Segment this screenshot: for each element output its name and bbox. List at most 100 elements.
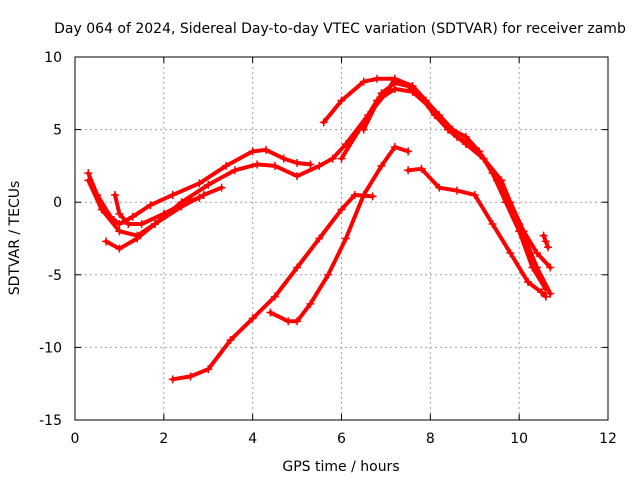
data-point bbox=[506, 198, 515, 207]
data-point bbox=[430, 111, 439, 120]
data-point bbox=[532, 249, 541, 258]
series-line bbox=[406, 166, 548, 299]
data-point bbox=[253, 160, 262, 169]
data-point bbox=[390, 143, 399, 152]
data-point bbox=[319, 118, 328, 127]
data-point bbox=[337, 154, 346, 163]
y-tick-label: -15 bbox=[39, 413, 62, 429]
y-tick-label: 5 bbox=[53, 123, 62, 139]
data-point bbox=[279, 154, 288, 163]
series-arc-3 bbox=[102, 183, 226, 253]
data-point bbox=[488, 219, 497, 228]
data-point bbox=[404, 166, 413, 175]
series-line bbox=[268, 145, 411, 324]
data-point bbox=[195, 193, 204, 202]
grid-lines bbox=[75, 57, 608, 420]
series-arc-8 bbox=[168, 190, 377, 384]
y-axis-label: SDTVAR / TECUs bbox=[7, 181, 23, 296]
data-point bbox=[97, 205, 106, 214]
data-point bbox=[306, 299, 315, 308]
data-point bbox=[124, 219, 133, 228]
data-point bbox=[146, 201, 155, 210]
x-tick-label: 6 bbox=[337, 431, 346, 447]
data-point bbox=[417, 164, 426, 173]
data-point bbox=[226, 336, 235, 345]
y-tick-label: -5 bbox=[48, 268, 62, 284]
data-point bbox=[544, 243, 553, 252]
series-layer bbox=[84, 74, 555, 384]
data-point bbox=[248, 147, 257, 156]
data-point bbox=[128, 212, 137, 221]
data-point bbox=[417, 93, 426, 102]
data-point bbox=[182, 198, 191, 207]
data-point bbox=[390, 79, 399, 88]
data-point bbox=[84, 169, 93, 178]
data-point bbox=[539, 231, 548, 240]
x-tick-label: 12 bbox=[599, 431, 617, 447]
data-point bbox=[293, 317, 302, 326]
data-point bbox=[452, 132, 461, 141]
data-point bbox=[479, 154, 488, 163]
data-point bbox=[195, 179, 204, 188]
data-point bbox=[541, 237, 550, 246]
data-point bbox=[306, 160, 315, 169]
data-point bbox=[537, 288, 546, 297]
x-tick-label: 2 bbox=[159, 431, 168, 447]
data-point bbox=[84, 176, 93, 185]
data-point bbox=[133, 234, 142, 243]
y-tick-label: 10 bbox=[44, 50, 62, 66]
data-point bbox=[315, 234, 324, 243]
data-point bbox=[444, 125, 453, 134]
data-point bbox=[359, 77, 368, 86]
data-point bbox=[293, 172, 302, 181]
data-point bbox=[546, 289, 555, 298]
data-point bbox=[546, 263, 555, 272]
data-point bbox=[373, 74, 382, 83]
data-point bbox=[150, 219, 159, 228]
data-point bbox=[328, 154, 337, 163]
data-point bbox=[492, 176, 501, 185]
data-point bbox=[519, 227, 528, 236]
data-point bbox=[359, 125, 368, 134]
data-point bbox=[168, 190, 177, 199]
data-point bbox=[377, 89, 386, 98]
x-tick-label: 0 bbox=[71, 431, 80, 447]
data-point bbox=[204, 180, 213, 189]
data-point bbox=[230, 166, 239, 175]
data-point bbox=[368, 192, 377, 201]
data-point bbox=[115, 219, 124, 228]
data-point bbox=[377, 161, 386, 170]
series-arc-7 bbox=[359, 79, 555, 272]
series-line bbox=[321, 76, 548, 292]
series-arc-9 bbox=[266, 143, 413, 326]
data-point bbox=[284, 317, 293, 326]
data-point bbox=[137, 219, 146, 228]
data-point bbox=[324, 270, 333, 279]
data-point bbox=[315, 161, 324, 170]
data-point bbox=[470, 190, 479, 199]
data-point bbox=[404, 82, 413, 91]
data-point bbox=[115, 244, 124, 253]
data-point bbox=[115, 209, 124, 218]
data-point bbox=[168, 375, 177, 384]
series-arc-4 bbox=[110, 190, 204, 228]
ticks: 0 2 4 6 8 10 12 -15 -10 -5 0 5 10 bbox=[39, 50, 617, 447]
x-tick-label: 10 bbox=[510, 431, 528, 447]
chart-title: Day 064 of 2024, Sidereal Day-to-day VTE… bbox=[54, 21, 626, 37]
data-point bbox=[270, 161, 279, 170]
series-arc-11 bbox=[539, 231, 553, 252]
data-point bbox=[204, 365, 213, 374]
data-point bbox=[110, 190, 119, 199]
series-line bbox=[86, 147, 313, 226]
data-point bbox=[350, 190, 359, 199]
x-axis-label: GPS time / hours bbox=[282, 459, 399, 475]
data-point bbox=[452, 186, 461, 195]
data-point bbox=[359, 190, 368, 199]
y-tick-label: -10 bbox=[39, 340, 62, 356]
data-point bbox=[266, 308, 275, 317]
series-arc-10 bbox=[404, 164, 550, 301]
y-tick-label: 0 bbox=[53, 195, 62, 211]
data-point bbox=[248, 314, 257, 323]
data-point bbox=[102, 237, 111, 246]
